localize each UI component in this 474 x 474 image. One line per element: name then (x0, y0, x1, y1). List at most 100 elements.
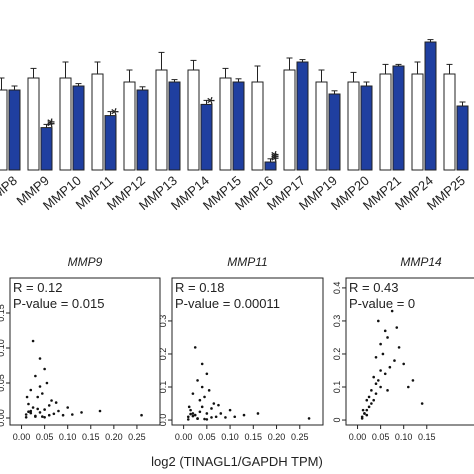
point (29, 411, 33, 415)
stat-annotation: P-value = 0 (349, 296, 415, 311)
point (360, 417, 364, 420)
bar (219, 77, 232, 171)
point (383, 329, 387, 333)
stat-annotation: R = 0.18 (175, 280, 225, 295)
point (210, 407, 213, 410)
panel-title: MMP14 (400, 255, 442, 269)
bar (315, 81, 328, 171)
point (397, 346, 401, 349)
point (140, 413, 143, 417)
point (36, 395, 39, 399)
point (207, 389, 211, 392)
y-tick-label: 0.1 (332, 381, 342, 394)
point (374, 355, 378, 359)
point (71, 413, 74, 416)
point (411, 379, 415, 382)
bar (155, 69, 168, 171)
y-tick-label: 0.2 (158, 348, 168, 361)
point (61, 413, 65, 417)
point (386, 389, 389, 392)
bar (136, 89, 149, 171)
point (214, 415, 218, 419)
bar (379, 73, 392, 171)
point (203, 395, 206, 399)
point (370, 402, 373, 405)
point (187, 405, 191, 409)
point (38, 411, 42, 414)
point (200, 405, 204, 409)
y-tick-label: 0.3 (332, 315, 342, 328)
stat-annotation: R = 0.43 (349, 280, 399, 295)
point (80, 411, 83, 414)
point (379, 369, 382, 372)
x-tick-label: 0.10 (395, 432, 413, 442)
x-tick-label: 0.15 (245, 432, 263, 442)
x-tick-label: 0.10 (221, 432, 239, 442)
point (193, 413, 197, 417)
y-tick-label: 0.2 (332, 348, 342, 361)
point (372, 375, 375, 379)
plot-frame (9, 277, 161, 426)
point (379, 342, 382, 346)
x-tick-label: 0.00 (13, 432, 31, 442)
point (196, 379, 199, 382)
stat-annotation: P-value = 0.015 (13, 296, 104, 311)
point (41, 392, 44, 395)
point (377, 379, 380, 382)
point (47, 404, 51, 407)
point (407, 385, 410, 389)
point (228, 408, 232, 412)
point (198, 398, 202, 402)
point (363, 412, 366, 415)
point (189, 412, 192, 416)
stat-annotation: R = 0.12 (13, 280, 63, 295)
point (374, 392, 378, 395)
point (205, 412, 209, 415)
y-tick-label: 0.15 (0, 304, 6, 322)
x-tick-label: 0.05 (36, 432, 54, 442)
point (57, 409, 60, 413)
point (25, 395, 29, 399)
point (370, 389, 373, 392)
point (198, 410, 202, 414)
bar (27, 77, 40, 171)
bar (456, 105, 469, 171)
y-tick-label: 0.0 (158, 414, 168, 427)
point (224, 416, 227, 419)
bar (283, 69, 296, 171)
x-tick-label: 0.20 (268, 432, 286, 442)
y-tick-label: 0.1 (158, 381, 168, 394)
point (45, 381, 49, 385)
x-tick-label: 0.05 (198, 432, 216, 442)
y-tick-label: 0.3 (158, 315, 168, 328)
bar (424, 41, 437, 171)
point (210, 416, 213, 419)
point (196, 417, 199, 421)
point (50, 399, 53, 402)
point (31, 339, 35, 343)
point (365, 413, 369, 417)
x-tick-label: 0.20 (105, 432, 123, 442)
point (200, 362, 204, 366)
point (205, 418, 209, 421)
x-tick-label: 0.10 (59, 432, 77, 442)
point (52, 412, 56, 416)
bar (8, 89, 21, 171)
point (420, 402, 424, 405)
bar (443, 73, 456, 171)
x-tick-label: 0.05 (372, 432, 390, 442)
bar (72, 85, 85, 171)
point (98, 409, 102, 413)
point (256, 412, 260, 415)
point (34, 374, 37, 378)
point (193, 346, 197, 349)
point (393, 359, 396, 362)
point (307, 417, 311, 420)
bar (59, 77, 72, 171)
point (365, 398, 369, 402)
point (200, 385, 204, 389)
point (205, 372, 209, 376)
point (43, 408, 46, 411)
point (27, 410, 30, 414)
